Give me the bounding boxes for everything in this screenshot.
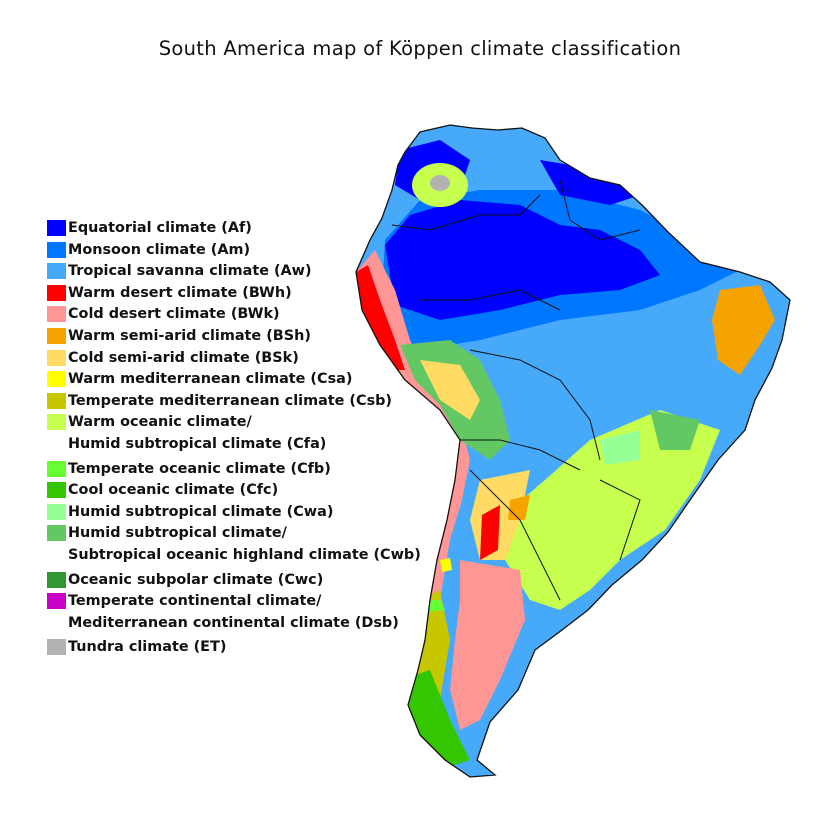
region-cfc-south <box>400 670 470 770</box>
legend-label: Warm desert climate (BWh) <box>68 283 292 305</box>
legend-label-line: Oceanic subpolar climate (Cwc) <box>68 571 324 588</box>
legend-label-line: Tropical savanna climate (Aw) <box>68 263 312 280</box>
region-bsk-altiplano <box>420 360 480 420</box>
region-et-north <box>430 175 450 191</box>
legend-item: Cold semi-arid climate (BSk) <box>47 348 407 370</box>
legend-item: Temperate mediterranean climate (Csb) <box>47 391 407 413</box>
legend-label: Temperate oceanic climate (Cfb) <box>68 459 331 481</box>
legend-swatch <box>47 284 66 301</box>
legend-item: Warm oceanic climate/Humid subtropical c… <box>47 412 407 455</box>
legend-label-line: Warm semi-arid climate (BSh) <box>68 327 311 344</box>
legend-label-line: Cool oceanic climate (Cfc) <box>68 482 279 499</box>
legend-swatch <box>47 241 66 258</box>
legend-item: Temperate oceanic climate (Cfb) <box>47 459 407 481</box>
legend-label: Tundra climate (ET) <box>68 637 226 659</box>
legend-swatch <box>47 525 66 542</box>
legend-label-line: Temperate oceanic climate (Cfb) <box>68 460 331 477</box>
region-af-guiana <box>540 160 640 205</box>
legend-label-line: Humid subtropical climate (Cwa) <box>68 503 334 520</box>
legend-label: Humid subtropical climate (Cwa) <box>68 502 333 524</box>
map-legend: Equatorial climate (Af) Monsoon climate (… <box>47 218 421 659</box>
legend-item: Tropical savanna climate (Aw) <box>47 261 407 283</box>
legend-label: Oceanic subpolar climate (Cwc) <box>68 570 323 592</box>
legend-item: Cold desert climate (BWk) <box>47 304 407 326</box>
legend-label-line: Warm desert climate (BWh) <box>68 284 292 301</box>
legend-label-line: Subtropical oceanic highland climate (Cw… <box>68 546 421 563</box>
legend-swatch <box>47 327 66 344</box>
legend-label: Warm mediterranean climate (Csa) <box>68 369 352 391</box>
legend-label: Humid subtropical climate/Subtropical oc… <box>68 523 421 566</box>
legend-label-line: Cold semi-arid climate (BSk) <box>68 349 299 366</box>
legend-swatch <box>47 220 66 236</box>
region-bwh-arg <box>480 505 500 560</box>
legend-item: Humid subtropical climate/Subtropical oc… <box>47 523 421 566</box>
legend-swatch <box>47 593 66 610</box>
region-cwb-se <box>650 410 700 450</box>
legend-label-line: Temperate mediterranean climate (Csb) <box>68 392 393 409</box>
legend-label-line: Cold desert climate (BWk) <box>68 306 280 323</box>
legend-label-line: Mediterranean continental climate (Dsb) <box>68 614 399 631</box>
legend-label: Temperate mediterranean climate (Csb) <box>68 391 392 413</box>
legend-label: Cold desert climate (BWk) <box>68 304 280 326</box>
legend-label: Cold semi-arid climate (BSk) <box>68 348 299 370</box>
legend-item: Warm desert climate (BWh) <box>47 283 407 305</box>
region-bwh-coast <box>356 265 405 370</box>
legend-swatch <box>47 482 66 499</box>
map-title: South America map of Köppen climate clas… <box>158 37 682 60</box>
legend-label-line: Temperate continental climate/ <box>68 593 322 610</box>
legend-label-line: Tundra climate (ET) <box>68 639 227 656</box>
region-bsh-ne <box>712 285 775 375</box>
legend-item: Temperate continental climate/Mediterran… <box>47 591 407 634</box>
legend-label: Tropical savanna climate (Aw) <box>68 261 312 283</box>
legend-item: Oceanic subpolar climate (Cwc) <box>47 570 407 592</box>
legend-label-line: Monsoon climate (Am) <box>68 241 251 258</box>
legend-item: Humid subtropical climate (Cwa) <box>47 502 407 524</box>
region-csa-chile <box>440 558 452 572</box>
region-cwa-se <box>600 430 640 465</box>
region-bwk-patagonia <box>450 560 525 730</box>
legend-label-line: Equatorial climate (Af) <box>68 220 252 236</box>
legend-label: Temperate continental climate/Mediterran… <box>68 591 399 634</box>
legend-item: Warm mediterranean climate (Csa) <box>47 369 407 391</box>
legend-swatch <box>47 503 66 520</box>
legend-item: Monsoon climate (Am) <box>47 240 407 262</box>
legend-swatch <box>47 306 66 323</box>
legend-item: Cool oceanic climate (Cfc) <box>47 480 407 502</box>
region-cfa-south <box>505 410 720 610</box>
legend-swatch <box>47 263 66 280</box>
legend-swatch <box>47 392 66 409</box>
legend-label: Cool oceanic climate (Cfc) <box>68 480 278 502</box>
legend-item: Equatorial climate (Af) <box>47 218 407 240</box>
legend-item: Tundra climate (ET) <box>47 637 407 659</box>
country-borders <box>391 179 641 601</box>
legend-label: Monsoon climate (Am) <box>68 240 250 262</box>
region-af-amazon <box>385 200 660 320</box>
legend-label-line: Humid subtropical climate/ <box>68 525 287 542</box>
legend-swatch <box>47 460 66 477</box>
legend-label-line: Warm mediterranean climate (Csa) <box>68 371 353 388</box>
legend-swatch <box>47 639 66 656</box>
legend-swatch <box>47 349 66 366</box>
legend-label: Warm semi-arid climate (BSh) <box>68 326 311 348</box>
legend-label: Equatorial climate (Af) <box>68 218 252 240</box>
legend-item: Warm semi-arid climate (BSh) <box>47 326 407 348</box>
legend-swatch <box>47 414 66 431</box>
legend-swatch <box>47 371 66 388</box>
legend-label-line: Humid subtropical climate (Cfa) <box>68 435 327 452</box>
legend-label-line: Warm oceanic climate/ <box>68 414 252 431</box>
legend-label: Warm oceanic climate/Humid subtropical c… <box>68 412 326 455</box>
legend-swatch <box>47 571 66 588</box>
